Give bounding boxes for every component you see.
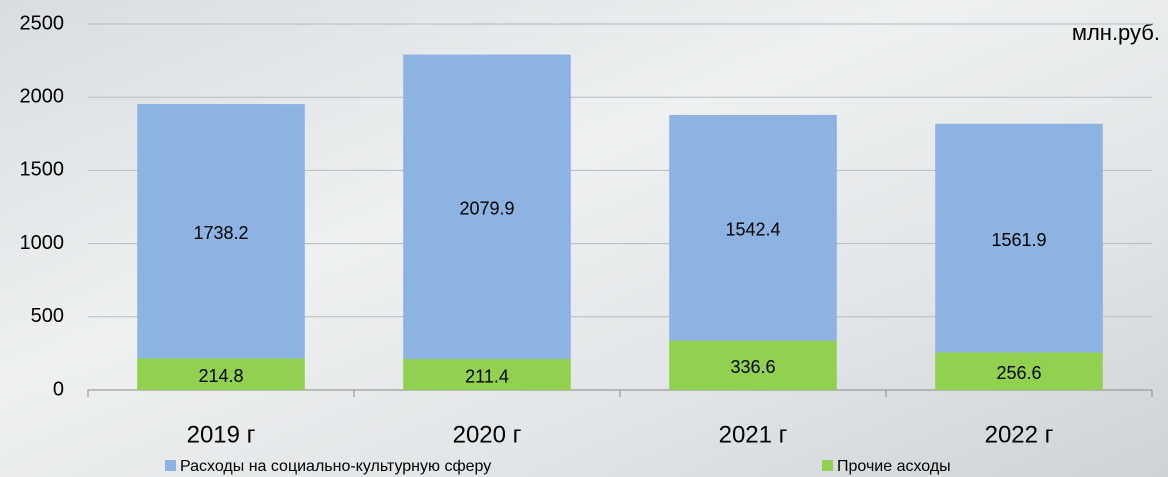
bar-segment — [669, 114, 837, 341]
data-label: 1738.2 — [193, 223, 248, 243]
legend-label: Расходы на социально-культурную сферу — [180, 458, 491, 475]
legend-swatch — [165, 460, 176, 471]
data-label: 336.6 — [730, 357, 775, 377]
legend-label: Прочие асходы — [837, 458, 951, 475]
data-label: 1561.9 — [991, 230, 1046, 250]
y-tick-label: 500 — [31, 305, 64, 327]
bar-segment — [403, 54, 571, 360]
bar-segment — [935, 123, 1103, 353]
x-tick-label: 2021 г — [719, 421, 788, 448]
y-tick-label: 2000 — [20, 85, 65, 107]
bar-segment — [137, 358, 305, 390]
x-tick-label: 2019 г — [187, 421, 256, 448]
legend-swatch — [822, 460, 833, 471]
y-tick-label: 2500 — [20, 12, 65, 34]
data-label: 256.6 — [996, 363, 1041, 383]
bar-segment — [137, 104, 305, 359]
bar-segment — [403, 359, 571, 390]
bar-segment — [669, 340, 837, 390]
x-tick-label: 2022 г — [985, 421, 1054, 448]
data-label: 1542.4 — [725, 220, 780, 240]
data-label: 2079.9 — [459, 199, 514, 219]
data-label: 211.4 — [465, 366, 509, 386]
y-tick-label: 1500 — [20, 159, 65, 181]
x-tick-label: 2020 г — [453, 421, 522, 448]
y-tick-label: 0 — [53, 378, 64, 400]
bar-segment — [935, 352, 1103, 390]
y-tick-label: 1000 — [20, 232, 65, 254]
data-label: 214.8 — [198, 366, 243, 386]
